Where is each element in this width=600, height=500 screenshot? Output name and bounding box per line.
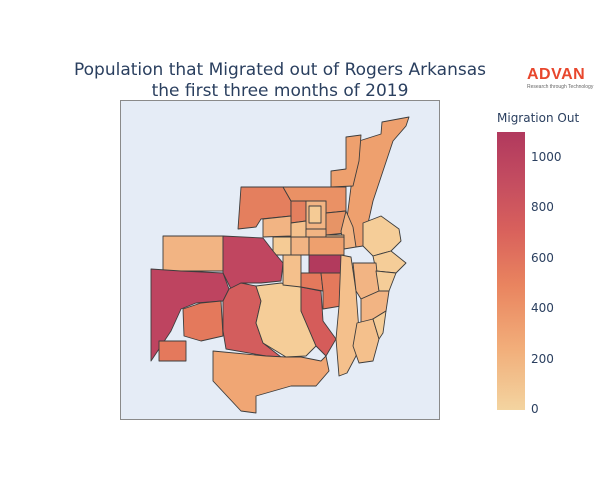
region-center-strip[interactable] xyxy=(282,254,302,288)
brand-logo: ADVAN Research through Technology xyxy=(527,66,597,90)
region-north-ring-b[interactable] xyxy=(290,200,307,224)
region-east-cluster-b[interactable] xyxy=(372,250,407,274)
region-north-ring-d[interactable] xyxy=(308,205,322,224)
region-south-center-east[interactable] xyxy=(300,286,337,357)
colorbar-tick-label: 0 xyxy=(531,402,539,416)
title-line-2: the first three months of 2019 xyxy=(151,81,409,101)
colorbar-tick-label: 1000 xyxy=(531,150,562,164)
region-north-top[interactable] xyxy=(330,134,362,188)
colorbar-tick-label: 200 xyxy=(531,352,554,366)
colorbar-tick-label: 800 xyxy=(531,200,554,214)
region-center-north-b[interactable] xyxy=(290,220,307,238)
region-south-central[interactable] xyxy=(222,282,282,358)
region-mid-a[interactable] xyxy=(272,236,292,256)
region-mid-west[interactable] xyxy=(182,300,224,342)
colorbar-tick-label: 400 xyxy=(531,301,554,315)
region-mid-b[interactable] xyxy=(290,236,310,256)
region-mid-c[interactable] xyxy=(308,236,345,256)
region-center-north-a[interactable] xyxy=(262,215,292,238)
map-plot-area[interactable] xyxy=(120,100,440,420)
colorbar-tick-label: 600 xyxy=(531,251,554,265)
region-west[interactable] xyxy=(150,268,230,362)
choropleth-map[interactable] xyxy=(121,101,441,421)
region-east-cluster-a[interactable] xyxy=(362,215,402,257)
region-west-upper[interactable] xyxy=(162,235,224,272)
region-center[interactable] xyxy=(308,254,342,274)
region-south-south[interactable] xyxy=(212,350,330,414)
colorbar xyxy=(497,132,525,410)
region-south-west-small[interactable] xyxy=(158,340,187,362)
region-east-cluster-d[interactable] xyxy=(375,270,397,292)
region-center-north-c[interactable] xyxy=(305,228,327,238)
region-north-west-central[interactable] xyxy=(222,235,284,290)
brand-tagline: Research through Technology xyxy=(527,84,594,90)
region-east-cluster-g[interactable] xyxy=(372,310,387,340)
chart-title: Population that Migrated out of Rogers A… xyxy=(50,60,510,102)
colorbar-title: Migration Out xyxy=(497,111,580,125)
brand-name: ADVAN xyxy=(527,66,586,83)
region-north-ring-f[interactable] xyxy=(340,210,357,250)
region-east-upper-b[interactable] xyxy=(320,272,342,310)
title-line-1: Population that Migrated out of Rogers A… xyxy=(73,60,487,80)
